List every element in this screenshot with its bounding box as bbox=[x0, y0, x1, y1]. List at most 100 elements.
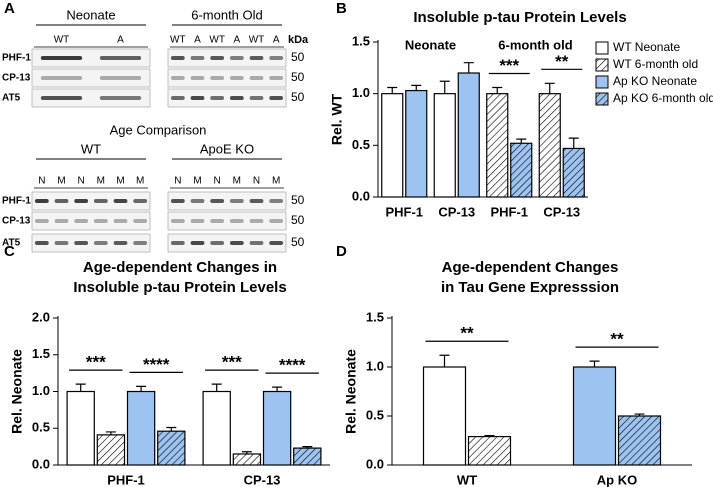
bar bbox=[202, 390, 231, 466]
lane-label: N bbox=[78, 176, 85, 187]
blot-band bbox=[170, 76, 185, 80]
x-tick-label: PHF-1 bbox=[107, 472, 145, 487]
blot-band bbox=[249, 56, 264, 60]
bar bbox=[96, 434, 126, 466]
lane-label: N bbox=[174, 176, 181, 187]
legend-swatch bbox=[595, 92, 609, 106]
blot-band bbox=[269, 56, 284, 60]
blot-band bbox=[74, 219, 89, 223]
bar bbox=[381, 93, 404, 198]
blot-band bbox=[93, 199, 108, 203]
row-label: CP-13 bbox=[2, 73, 31, 84]
blot-band bbox=[249, 199, 264, 203]
blot-strip bbox=[31, 68, 151, 88]
mw-label: 50 bbox=[291, 235, 305, 249]
blot-band bbox=[113, 241, 128, 245]
y-tick-label: 0.0 bbox=[32, 456, 50, 471]
lane-label: N bbox=[253, 176, 260, 187]
blot-band bbox=[249, 219, 264, 223]
blot-strip bbox=[167, 88, 287, 108]
error-bar bbox=[411, 84, 422, 91]
blot-band bbox=[249, 241, 264, 245]
lane-label: A bbox=[273, 35, 280, 46]
error-bar bbox=[492, 86, 503, 94]
blot-band bbox=[269, 199, 284, 203]
y-axis-label: Rel. WT bbox=[329, 93, 345, 145]
legend-swatch bbox=[595, 41, 609, 55]
chart-title: Age-dependent Changes bbox=[442, 259, 619, 276]
blot-band bbox=[34, 219, 49, 223]
mw-label: 50 bbox=[291, 193, 305, 207]
significance-label: *** bbox=[222, 353, 242, 372]
blot-strip bbox=[167, 191, 287, 211]
lane-label: A bbox=[117, 35, 124, 46]
chart-title: Age-dependent Changes in bbox=[83, 259, 277, 276]
blot-band bbox=[249, 96, 264, 100]
lane-label: N bbox=[38, 176, 45, 187]
blot-band bbox=[229, 56, 244, 60]
blot-band bbox=[40, 56, 83, 60]
blot-band bbox=[99, 76, 142, 80]
error-bar bbox=[241, 451, 252, 454]
blot-strip bbox=[31, 88, 151, 108]
y-tick-label: 0.0 bbox=[366, 456, 384, 471]
blot-band bbox=[74, 199, 89, 203]
y-tick-label: 0.0 bbox=[352, 188, 370, 203]
legend-swatch bbox=[595, 75, 609, 89]
y-tick-label: 0.5 bbox=[366, 407, 384, 422]
bar bbox=[617, 415, 662, 466]
blot-band bbox=[210, 96, 225, 100]
blot-band bbox=[54, 219, 69, 223]
significance-label: ** bbox=[460, 324, 474, 343]
blot-band bbox=[93, 219, 108, 223]
blot-band bbox=[210, 76, 225, 80]
y-tick-label: 0.5 bbox=[352, 137, 370, 152]
blot-strip bbox=[167, 233, 287, 253]
error-bar bbox=[439, 80, 450, 94]
blot-band bbox=[229, 219, 244, 223]
y-axis-label: Rel. Neonate bbox=[9, 349, 25, 434]
y-tick-label: 1.0 bbox=[32, 383, 50, 398]
bar bbox=[293, 447, 322, 466]
chart-title: in Tau Gene Expresssion bbox=[441, 279, 619, 296]
blot-strip bbox=[31, 233, 151, 253]
x-tick-label: CP-13 bbox=[543, 204, 580, 219]
y-axis-label: Rel. Neonate bbox=[343, 349, 359, 434]
lane-label: M bbox=[57, 176, 65, 187]
error-bar bbox=[544, 82, 555, 94]
blot-band bbox=[190, 76, 205, 80]
significance-label: **** bbox=[143, 355, 170, 374]
blot-band bbox=[229, 96, 244, 100]
blot-band bbox=[210, 241, 225, 245]
error-bar bbox=[463, 62, 474, 73]
blot-group: ApoE KO bbox=[200, 141, 254, 156]
legend-label: WT Neonate bbox=[613, 40, 680, 54]
lane-label: A bbox=[233, 35, 240, 46]
bar bbox=[422, 366, 467, 466]
error-bar bbox=[387, 86, 398, 94]
group-label: Neonate bbox=[405, 37, 456, 52]
blot-band bbox=[190, 56, 205, 60]
blot-band bbox=[74, 241, 89, 245]
lane-label: M bbox=[272, 176, 280, 187]
blot-band bbox=[269, 219, 284, 223]
significance-label: ** bbox=[555, 52, 569, 71]
panel-label: D bbox=[336, 243, 347, 260]
blot-strip bbox=[167, 48, 287, 68]
blot-band bbox=[210, 56, 225, 60]
bar bbox=[232, 453, 262, 466]
error-bar bbox=[484, 435, 495, 437]
blot-band bbox=[190, 219, 205, 223]
lane-label: WT bbox=[209, 35, 225, 46]
blot-band bbox=[99, 96, 142, 100]
chart-title: Insoluble p-tau Protein Levels bbox=[73, 279, 286, 296]
bar bbox=[126, 390, 156, 466]
blot-band bbox=[269, 76, 284, 80]
bar bbox=[467, 435, 512, 466]
blot-group: WT bbox=[81, 141, 101, 156]
y-tick-label: 1.5 bbox=[32, 346, 50, 361]
panel-label: B bbox=[336, 0, 347, 17]
blot-band bbox=[229, 76, 244, 80]
